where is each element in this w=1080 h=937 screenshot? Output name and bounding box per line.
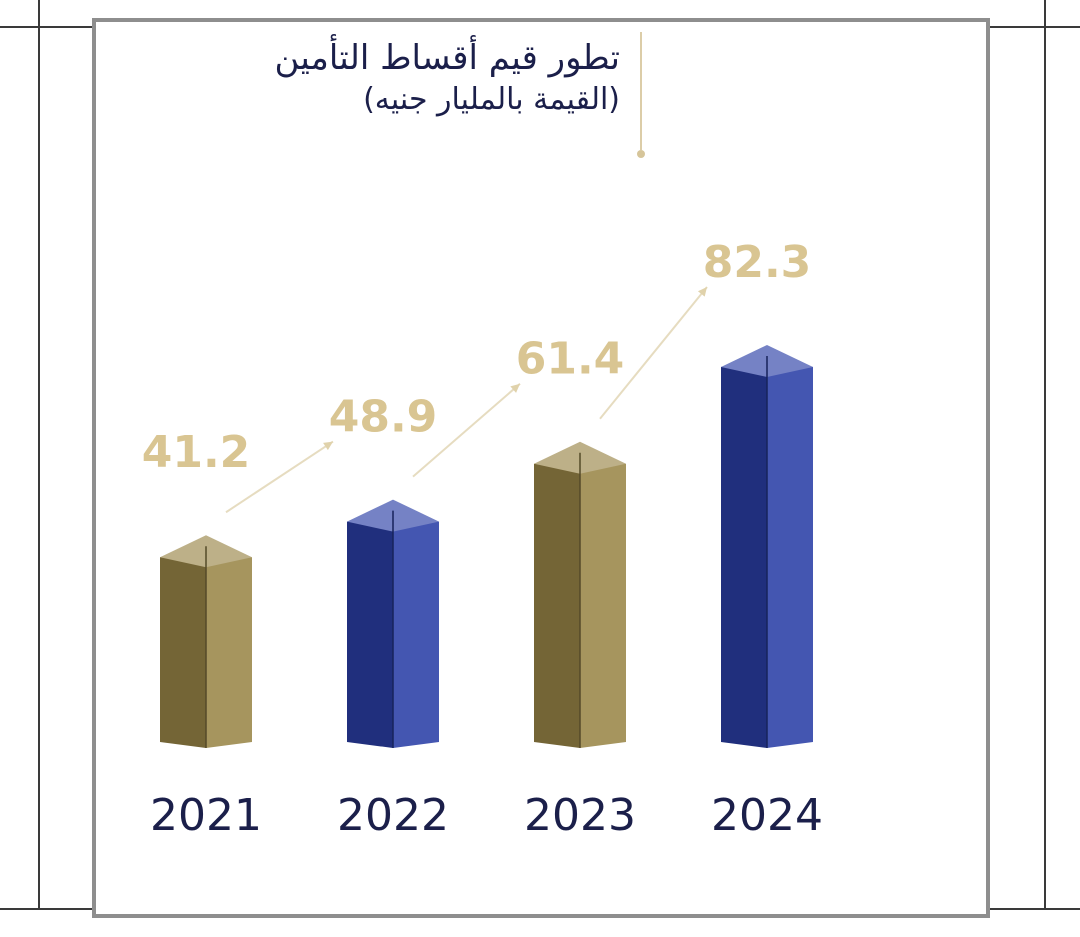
title-divider [640, 32, 642, 150]
value-label-2021: 41.2 [142, 427, 251, 478]
chart-title-block: تطور قيم أقساط التأمين (القيمة بالمليار … [274, 36, 620, 120]
x-tick-label-2021: 2021 [150, 790, 262, 841]
value-label-2022: 48.9 [329, 392, 438, 443]
bar-2021 [160, 535, 252, 748]
page-rule-right [1044, 0, 1046, 910]
value-label-2024: 82.3 [703, 237, 812, 288]
bar-2024 [721, 344, 813, 748]
value-label-2023: 61.4 [516, 334, 625, 385]
chart-subtitle: (القيمة بالمليار جنيه) [363, 82, 620, 117]
x-tick-label-2023: 2023 [524, 790, 636, 841]
bar-2022 [347, 499, 439, 748]
title-divider-dot [637, 150, 645, 158]
chart-frame [92, 18, 990, 918]
trend-arrow-3 [599, 286, 708, 420]
x-tick-label-2024: 2024 [711, 790, 823, 841]
trend-arrow-2 [412, 382, 521, 478]
chart-title: تطور قيم أقساط التأمين [274, 38, 620, 78]
bar-2023 [534, 441, 626, 748]
page-rule-left [38, 0, 40, 910]
x-tick-label-2022: 2022 [337, 790, 449, 841]
trend-arrow-1 [225, 440, 334, 514]
